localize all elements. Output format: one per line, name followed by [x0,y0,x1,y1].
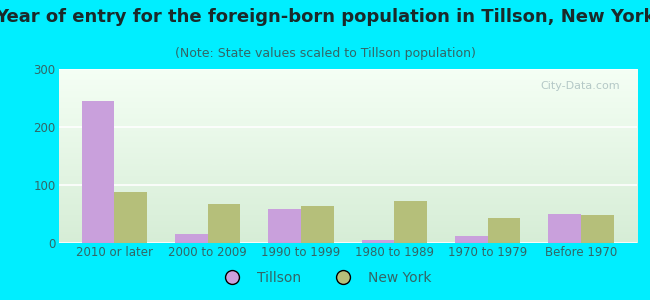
Text: Year of entry for the foreign-born population in Tillson, New York: Year of entry for the foreign-born popul… [0,8,650,26]
Bar [301,206,333,243]
Bar [208,204,240,243]
Bar [488,218,521,243]
Bar [455,236,488,243]
Text: City-Data.com: City-Data.com [540,81,619,91]
Bar [82,101,114,243]
Text: (Note: State values scaled to Tillson population): (Note: State values scaled to Tillson po… [175,46,475,59]
Bar [395,201,427,243]
Bar [175,234,208,243]
Legend: Tillson, New York: Tillson, New York [213,265,437,290]
Bar [581,215,614,243]
Bar [362,239,395,243]
Bar [114,192,147,243]
Bar [268,209,301,243]
Bar [549,214,581,243]
